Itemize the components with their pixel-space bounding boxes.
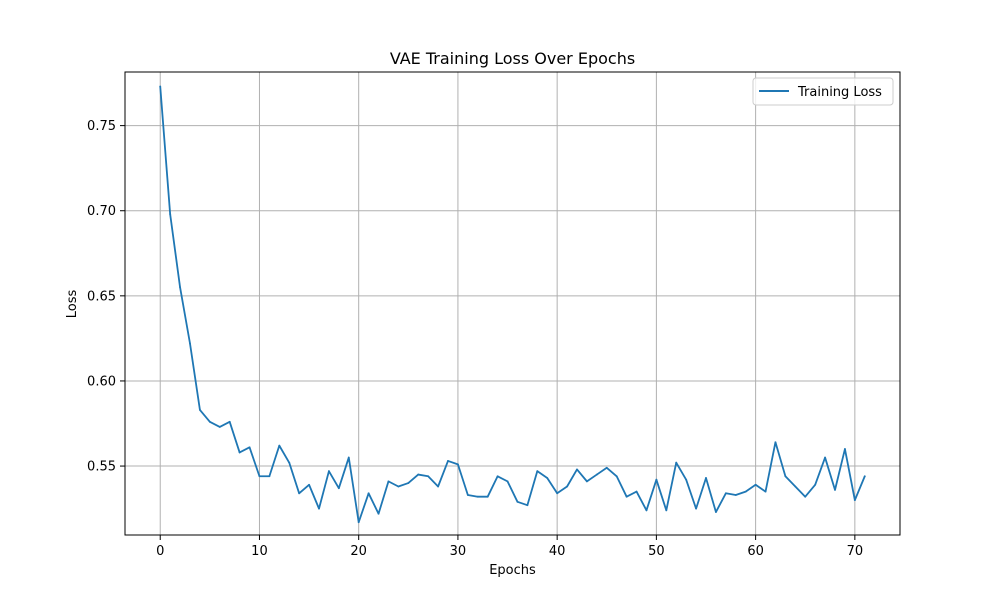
chart-title: VAE Training Loss Over Epochs — [390, 49, 635, 68]
data-point — [576, 468, 578, 471]
y-tick-label: 0.70 — [87, 204, 116, 219]
data-point — [437, 485, 439, 488]
data-point — [248, 446, 251, 449]
data-point — [357, 521, 360, 524]
data-point — [744, 490, 747, 493]
data-point — [556, 492, 559, 495]
data-point — [863, 475, 866, 478]
data-point — [377, 512, 380, 515]
data-point — [238, 451, 241, 454]
data-point — [665, 509, 668, 512]
data-point — [715, 511, 717, 513]
x-axis-ticks: 0 10 20 30 40 50 60 70 — [156, 535, 863, 559]
data-point — [734, 494, 737, 496]
data-point — [208, 420, 211, 423]
series-layer — [159, 85, 866, 524]
data-point — [824, 456, 826, 459]
data-point — [387, 480, 390, 483]
data-point — [308, 483, 310, 486]
data-point — [318, 507, 320, 510]
y-tick-label: 0.55 — [87, 460, 116, 475]
data-point — [605, 466, 608, 469]
data-point — [417, 473, 420, 476]
data-point — [834, 488, 836, 491]
data-point — [764, 490, 767, 493]
data-point — [695, 507, 697, 510]
x-tick-label: 20 — [350, 544, 367, 559]
y-tick-label: 0.65 — [87, 289, 116, 304]
data-point — [278, 444, 281, 447]
x-tick-label: 70 — [847, 544, 864, 559]
x-axis-label: Epochs — [489, 563, 536, 578]
data-point — [427, 475, 430, 478]
data-point — [268, 475, 271, 478]
data-point — [169, 213, 172, 216]
data-point — [447, 460, 449, 462]
y-axis-ticks: 0.55 0.60 0.65 0.70 0.75 — [87, 119, 125, 475]
y-tick-label: 0.75 — [87, 119, 116, 134]
plot-area-frame — [124, 71, 901, 536]
data-point — [645, 509, 648, 512]
data-point — [407, 482, 410, 484]
data-point — [625, 495, 628, 498]
data-point — [466, 494, 469, 496]
data-point — [496, 475, 499, 478]
data-point — [526, 504, 529, 507]
data-point — [784, 475, 787, 478]
data-point — [347, 456, 350, 459]
data-point — [635, 490, 638, 493]
data-point — [774, 441, 777, 444]
data-point — [457, 463, 459, 466]
data-point — [506, 480, 509, 483]
data-point — [328, 470, 330, 473]
data-point — [258, 475, 261, 478]
data-point — [675, 461, 678, 464]
data-point — [655, 478, 658, 481]
series-line-training-loss — [159, 85, 866, 524]
data-point — [814, 483, 817, 486]
data-point — [705, 477, 707, 479]
grid-lines — [125, 72, 900, 535]
data-point — [754, 483, 757, 486]
data-point — [486, 495, 489, 498]
y-axis-label: Loss — [65, 290, 80, 319]
data-point — [685, 478, 688, 481]
x-tick-label: 30 — [450, 544, 467, 559]
x-tick-label: 40 — [549, 544, 566, 559]
data-point — [546, 477, 549, 479]
data-point — [804, 495, 807, 498]
legend: Training Loss — [752, 77, 894, 106]
data-point — [228, 420, 231, 423]
x-tick-label: 60 — [747, 544, 764, 559]
data-point — [159, 85, 162, 88]
legend-label: Training Loss — [797, 85, 882, 100]
x-tick-label: 0 — [156, 544, 164, 559]
data-point — [794, 485, 797, 488]
y-tick-label: 0.60 — [87, 374, 116, 389]
data-point — [298, 492, 301, 495]
data-point — [536, 470, 539, 473]
data-point — [516, 500, 519, 503]
x-tick-label: 10 — [251, 544, 268, 559]
data-point — [476, 495, 479, 498]
legend-box — [752, 77, 894, 106]
data-point — [288, 461, 291, 464]
data-point — [586, 480, 588, 483]
data-point — [595, 473, 598, 476]
data-point — [724, 492, 727, 495]
data-point — [179, 286, 181, 289]
data-point — [199, 408, 201, 411]
data-point — [218, 426, 221, 428]
data-point — [566, 485, 568, 488]
data-point — [367, 492, 370, 495]
x-tick-label: 50 — [648, 544, 665, 559]
data-point — [844, 448, 846, 450]
data-point — [337, 487, 340, 490]
data-point — [853, 499, 856, 501]
data-point — [397, 485, 400, 488]
data-point — [189, 342, 191, 345]
data-point — [615, 475, 618, 478]
